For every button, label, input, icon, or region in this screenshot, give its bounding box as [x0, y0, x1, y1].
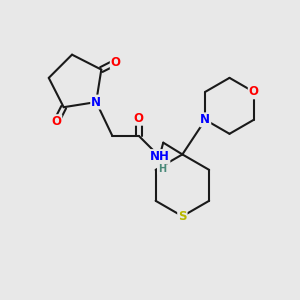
Text: O: O	[111, 56, 121, 69]
Text: H: H	[158, 164, 166, 174]
Text: NH: NH	[149, 150, 170, 163]
Text: N: N	[200, 113, 210, 126]
Text: S: S	[178, 210, 187, 223]
Text: N: N	[91, 96, 101, 109]
Text: O: O	[51, 115, 61, 128]
Text: O: O	[134, 112, 144, 125]
Text: O: O	[249, 85, 259, 98]
